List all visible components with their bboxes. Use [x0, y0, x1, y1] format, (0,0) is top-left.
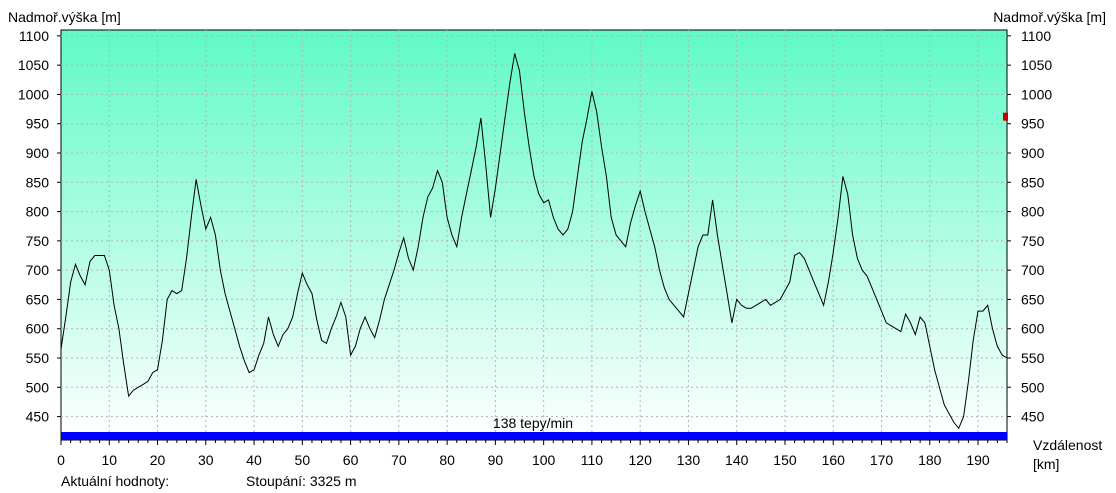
x-axis-unit: [km] — [1033, 456, 1059, 472]
y-tick-label-right: 1050 — [1021, 57, 1052, 73]
y-tick-label-right: 850 — [1021, 174, 1045, 190]
y-tick-label-right: 750 — [1021, 233, 1045, 249]
x-tick-label: 120 — [629, 452, 653, 468]
x-tick-label: 0 — [57, 452, 65, 468]
x-tick-label: 30 — [198, 452, 214, 468]
y-tick-label-left: 1000 — [18, 86, 49, 102]
x-tick-label: 100 — [532, 452, 556, 468]
y-tick-label-right: 950 — [1021, 116, 1045, 132]
heart-rate-bar — [61, 432, 1007, 440]
y-tick-label-left: 750 — [26, 233, 50, 249]
x-tick-label: 10 — [101, 452, 117, 468]
y-tick-label-right: 800 — [1021, 204, 1045, 220]
current-values-label: Aktuální hodnoty: — [61, 473, 170, 489]
y-tick-label-right: 700 — [1021, 262, 1045, 278]
y-tick-label-left: 800 — [26, 204, 50, 220]
y-tick-label-left: 650 — [26, 291, 50, 307]
x-tick-label: 130 — [677, 452, 701, 468]
x-axis-title: Vzdálenost — [1033, 437, 1102, 453]
y-tick-label-left: 950 — [26, 116, 50, 132]
current-elevation-marker — [1003, 112, 1008, 121]
y-tick-label-left: 1100 — [19, 28, 49, 44]
y-tick-label-left: 900 — [26, 145, 50, 161]
heart-rate-label: 138 tepy/min — [493, 415, 573, 431]
y-tick-label-right: 650 — [1021, 291, 1045, 307]
x-tick-label: 80 — [439, 452, 455, 468]
x-tick-label: 110 — [581, 452, 604, 468]
y-tick-label-left: 450 — [26, 409, 50, 425]
elevation-line — [60, 53, 1008, 430]
y-axis-left: 450 500 550 600 650 700 750 800 850 900 950 1000 105… — [18, 28, 61, 425]
y-tick-label-right: 600 — [1021, 321, 1045, 337]
plot-area — [60, 29, 1008, 441]
x-tick-label: 40 — [246, 452, 262, 468]
y-tick-label-right: 550 — [1021, 350, 1045, 366]
y-tick-label-left: 1050 — [18, 57, 49, 73]
x-tick-label: 180 — [918, 452, 942, 468]
y-tick-label-right: 900 — [1021, 145, 1045, 161]
y-tick-label-left: 600 — [26, 321, 50, 337]
x-tick-label: 170 — [870, 452, 894, 468]
y-tick-label-right: 450 — [1021, 409, 1045, 425]
y-tick-label-left: 700 — [26, 262, 50, 278]
x-tick-label: 150 — [773, 452, 797, 468]
y-tick-label-right: 500 — [1021, 379, 1045, 395]
x-tick-label: 70 — [391, 452, 407, 468]
ascent-value: Stoupání: 3325 m — [246, 473, 357, 489]
y-tick-label-right: 1100 — [1021, 28, 1051, 44]
y-tick-label-left: 550 — [26, 350, 50, 366]
y-tick-label-left: 850 — [26, 174, 50, 190]
y-axis-title-left: Nadmoř.výška [m] — [8, 9, 121, 25]
x-tick-label: 160 — [822, 452, 846, 468]
x-tick-label: 190 — [966, 452, 990, 468]
y-axis-title-right: Nadmoř.výška [m] — [993, 9, 1106, 25]
y-axis-right: 450 500 550 600 650 700 750 800 850 900 950 1000 105… — [1007, 28, 1052, 425]
x-tick-label: 50 — [295, 452, 311, 468]
x-tick-label: 20 — [150, 452, 166, 468]
grid-lines — [61, 30, 1007, 440]
x-tick-label: 90 — [488, 452, 504, 468]
y-tick-label-right: 1000 — [1021, 86, 1052, 102]
x-tick-label: 140 — [725, 452, 749, 468]
x-tick-label: 60 — [343, 452, 359, 468]
y-tick-label-left: 500 — [26, 379, 50, 395]
x-axis: 0 10 20 30 40 50 60 70 80 90 100 110 120 130 140 150 160… — [57, 440, 1008, 468]
